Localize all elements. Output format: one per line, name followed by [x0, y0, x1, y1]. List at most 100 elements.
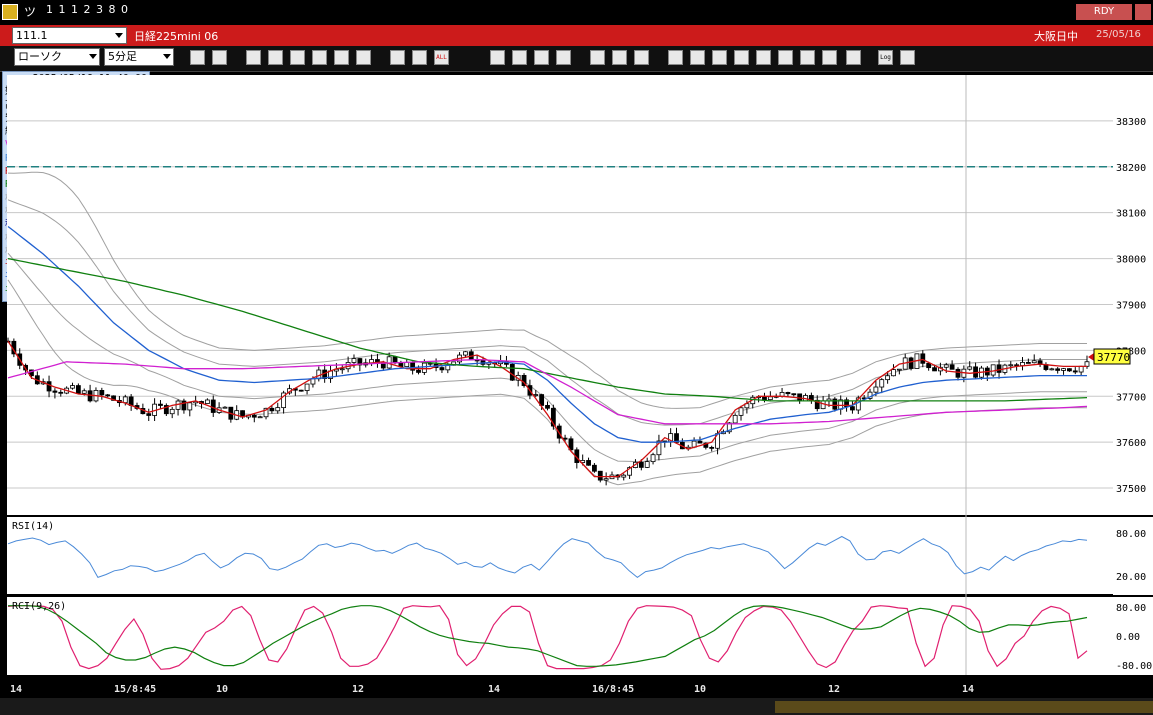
candle-body[interactable] [656, 440, 662, 456]
candle-body[interactable] [545, 405, 550, 409]
candle-body[interactable] [539, 394, 545, 406]
wrench-icon[interactable] [612, 50, 627, 65]
ind-d-icon[interactable] [734, 50, 749, 65]
candle-body[interactable] [908, 357, 914, 369]
magnet-icon[interactable] [268, 50, 283, 65]
candle-body[interactable] [873, 386, 879, 393]
candle-body[interactable] [310, 378, 316, 385]
ind-e-icon[interactable] [756, 50, 771, 65]
candle-body[interactable] [1025, 362, 1031, 364]
candle-body[interactable] [416, 369, 421, 373]
candle-body[interactable] [926, 362, 932, 369]
candle-body[interactable] [163, 405, 169, 415]
box-icon[interactable] [846, 50, 861, 65]
candle-body[interactable] [281, 392, 287, 409]
ind-a-icon[interactable] [668, 50, 683, 65]
candle-body[interactable] [597, 470, 603, 481]
candle-body[interactable] [1008, 364, 1014, 367]
candle-body[interactable] [351, 358, 357, 363]
candle-body[interactable] [697, 440, 703, 444]
scrollbar-thumb[interactable] [775, 701, 1153, 713]
drop-icon[interactable] [490, 50, 505, 65]
candle-body[interactable] [650, 454, 656, 463]
candle-body[interactable] [832, 398, 838, 410]
candle-body[interactable] [703, 442, 709, 448]
candle-body[interactable] [767, 396, 773, 401]
candle-body[interactable] [896, 368, 902, 371]
candle-body[interactable] [122, 396, 128, 404]
candle-body[interactable] [380, 362, 386, 369]
candle-body[interactable] [392, 356, 398, 364]
trash-icon[interactable] [356, 50, 371, 65]
candle-body[interactable] [509, 363, 515, 381]
candle-body[interactable] [949, 364, 955, 370]
candle-body[interactable] [627, 467, 632, 476]
candle-body[interactable] [885, 375, 891, 381]
candle-body[interactable] [105, 394, 111, 397]
all-icon[interactable]: ALL [434, 50, 449, 65]
candle-body[interactable] [1078, 365, 1084, 373]
candle-body[interactable] [603, 478, 609, 481]
candle-body[interactable] [158, 403, 163, 406]
candle-body[interactable] [586, 460, 591, 466]
candle-body[interactable] [52, 390, 58, 393]
ind-c-icon[interactable] [712, 50, 727, 65]
chart-area[interactable]: 38300 38200 38100 38000 37900 37800 37700 37600… [0, 71, 1153, 699]
candle-body[interactable] [70, 385, 75, 389]
candle-body[interactable] [967, 366, 973, 370]
candle-body[interactable] [339, 368, 345, 371]
undo-icon[interactable] [312, 50, 327, 65]
candle-body[interactable] [81, 390, 87, 394]
chevron-down-icon[interactable] [115, 33, 123, 38]
palette-icon[interactable] [634, 50, 649, 65]
code-input[interactable]: 111.1 [12, 27, 127, 44]
chart-type-select[interactable]: ローソク [14, 48, 100, 66]
candle-body[interactable] [304, 383, 310, 391]
ind-g-icon[interactable] [800, 50, 815, 65]
candle-body[interactable] [75, 385, 81, 394]
candle-body[interactable] [709, 446, 715, 449]
candle-body[interactable] [1084, 361, 1090, 367]
candle-body[interactable] [1014, 364, 1020, 367]
candle-body[interactable] [263, 407, 269, 418]
candle-body[interactable] [1031, 360, 1037, 364]
draw-window-icon[interactable] [212, 50, 227, 65]
candle-body[interactable] [1049, 368, 1055, 371]
candle-body[interactable] [222, 406, 228, 409]
candle-body[interactable] [879, 379, 885, 388]
candle-body[interactable] [726, 422, 732, 433]
candle-body[interactable] [257, 416, 263, 419]
candle-body[interactable] [169, 408, 175, 415]
candle-body[interactable] [638, 461, 644, 468]
candle-body[interactable] [996, 364, 1002, 373]
ind-f-icon[interactable] [778, 50, 793, 65]
candle-body[interactable] [251, 414, 257, 418]
cursor-icon[interactable] [290, 50, 305, 65]
window-close-icon[interactable] [1135, 4, 1151, 20]
candle-body[interactable] [269, 407, 275, 412]
candle-body[interactable] [785, 392, 791, 395]
candle-body[interactable] [404, 361, 410, 368]
candle-body[interactable] [891, 369, 896, 377]
candle-body[interactable] [1061, 368, 1066, 371]
candle-body[interactable] [732, 414, 738, 424]
candle-body[interactable] [820, 400, 826, 410]
candle-body[interactable] [357, 358, 363, 366]
candle-body[interactable] [592, 464, 597, 472]
candle-body[interactable] [955, 368, 961, 378]
candle-body[interactable] [181, 400, 187, 411]
zoom-icon[interactable] [190, 50, 205, 65]
candle-body[interactable] [146, 413, 152, 416]
candle-body[interactable] [568, 438, 574, 451]
candle-body[interactable] [738, 407, 744, 416]
candle-body[interactable] [187, 402, 193, 411]
candle-body[interactable] [1072, 370, 1078, 373]
candle-body[interactable] [46, 381, 52, 392]
candle-body[interactable] [850, 406, 855, 411]
interval-select[interactable]: 5分足 [104, 48, 174, 66]
candle-body[interactable] [29, 369, 34, 377]
app-icon[interactable] [2, 4, 18, 20]
candle-body[interactable] [550, 407, 556, 427]
rci-panel[interactable] [7, 597, 1113, 675]
price-panel[interactable] [7, 75, 1113, 515]
